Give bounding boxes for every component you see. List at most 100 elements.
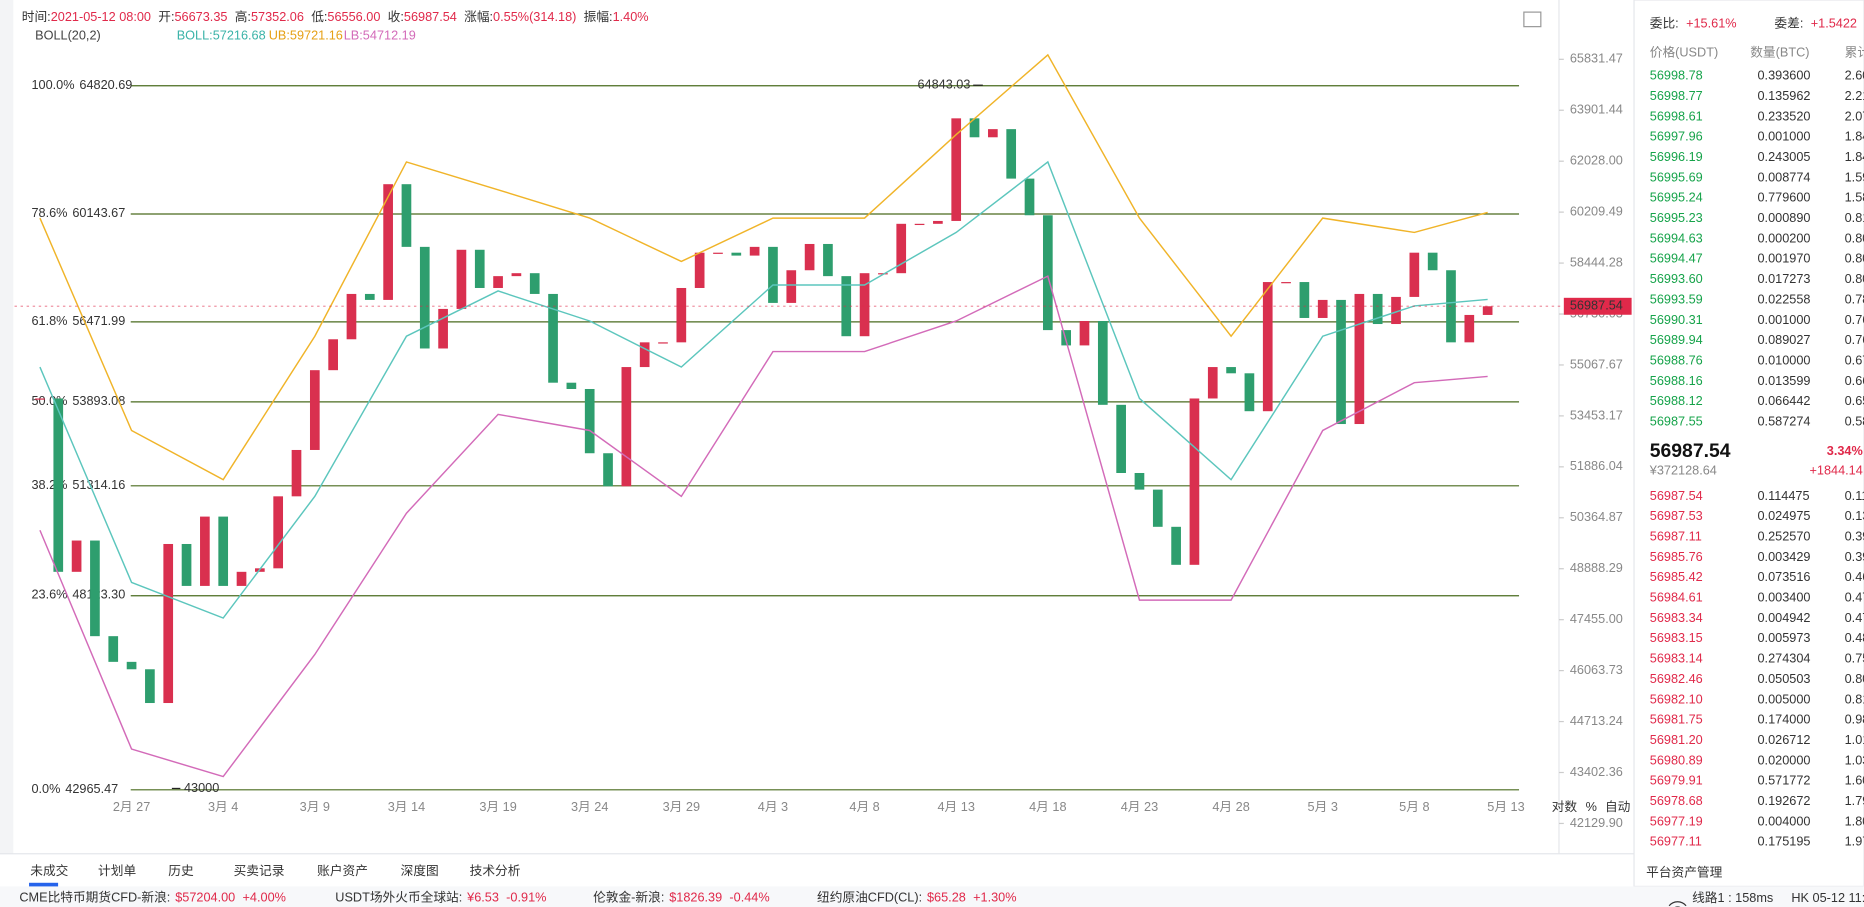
book-total: 1.60557 [1845, 773, 1864, 788]
change-amount: +1844.14 [1809, 462, 1862, 477]
book-qty: 0.393600 [1757, 68, 1810, 83]
book-total: 0.66731 [1845, 373, 1864, 388]
book-qty: 0.010000 [1757, 352, 1810, 367]
tab[interactable]: 深度图 [401, 863, 439, 878]
book-qty: 0.004942 [1757, 610, 1810, 625]
fib-pct: 61.8% [31, 313, 67, 328]
fullscreen-button[interactable] [1523, 11, 1542, 28]
wifi-icon [1668, 901, 1687, 907]
book-total: 0.80914 [1845, 251, 1864, 266]
candle [35, 398, 45, 400]
x-tick-label: 4月 8 [849, 799, 879, 814]
book-qty: 0.020000 [1757, 752, 1810, 767]
candle [1281, 282, 1291, 284]
axis-button[interactable]: % [1586, 799, 1597, 814]
diff-value: +1.5422 [1811, 16, 1857, 31]
y-tick-label: 63901.44 [1570, 102, 1623, 117]
header-value: 2021-05-12 08:00 [51, 10, 151, 25]
ticker-change: -0.44% [729, 890, 769, 905]
candle [309, 370, 320, 450]
candle [181, 543, 192, 586]
x-tick-label: 2月 27 [113, 799, 150, 814]
axis-button[interactable]: 对数 [1552, 799, 1578, 814]
ticker-price: $57204.00 [175, 890, 235, 905]
book-total: 0.67731 [1845, 352, 1864, 367]
candle [584, 388, 595, 454]
candle [438, 308, 448, 349]
candle [1391, 296, 1401, 325]
candle [456, 249, 467, 309]
x-tick-label: 4月 28 [1212, 799, 1249, 814]
fib-label: 38.2% 51314.16 [31, 477, 125, 492]
candle [658, 342, 668, 344]
header-value: 0.55%(314.18) [493, 10, 576, 25]
tab[interactable]: 买卖记录 [234, 863, 285, 878]
book-qty: 0.089027 [1757, 332, 1810, 347]
candle [1427, 252, 1438, 271]
candle [53, 398, 64, 572]
book-qty: 0.135962 [1757, 88, 1810, 103]
fib-price: 60143.67 [72, 205, 125, 220]
book-qty: 0.779600 [1757, 190, 1810, 205]
book-qty: 0.003429 [1757, 549, 1810, 564]
candle [1482, 306, 1493, 315]
candle [548, 293, 558, 383]
x-tick-label: 3月 24 [571, 799, 608, 814]
candle [1262, 282, 1273, 412]
col-header: 数量(BTC) [1750, 45, 1809, 60]
indicator-name: BOLL(20,2) [35, 28, 101, 43]
candle [1464, 314, 1475, 343]
book-price: 56981.75 [1650, 712, 1703, 727]
fib-label: 0.0% 42965.47 [31, 781, 118, 796]
y-tick-label: 48888.29 [1570, 560, 1623, 575]
candle [383, 184, 393, 300]
candle [1299, 282, 1310, 318]
asset-management[interactable]: 平台资产管理 [1646, 864, 1722, 879]
ticker-bar [0, 886, 1864, 907]
book-qty: 0.587274 [1757, 413, 1810, 428]
book-total: 0.78990 [1845, 291, 1864, 306]
book-total: 2.21209 [1845, 88, 1864, 103]
book-price: 56982.46 [1650, 671, 1703, 686]
tab[interactable]: 历史 [168, 863, 194, 878]
tab[interactable]: 未成交 [30, 863, 68, 878]
fib-price: 53893.08 [72, 393, 125, 408]
fib-price: 51314.16 [72, 477, 125, 492]
candle [163, 543, 174, 704]
book-price: 56995.23 [1650, 210, 1703, 225]
header-value: 57352.06 [251, 10, 304, 25]
candle [603, 453, 613, 487]
x-tick-label: 5月 8 [1399, 799, 1429, 814]
candle [1207, 367, 1218, 399]
candle [108, 636, 119, 662]
header-line: 时间:2021-05-12 08:00 开:56673.35 高:57352.06 低… [22, 10, 649, 25]
tab[interactable]: 账户资产 [317, 863, 368, 878]
candle [1372, 293, 1383, 325]
book-total: 0.47730 [1845, 610, 1864, 625]
book-qty: 0.252570 [1757, 529, 1810, 544]
fib-pct: 0.0% [31, 781, 60, 796]
candle [145, 669, 155, 704]
candle [273, 496, 284, 569]
book-qty: 0.233520 [1757, 108, 1810, 123]
y-tick-label: 58444.28 [1570, 254, 1623, 269]
candle [1061, 330, 1072, 346]
book-price: 56994.63 [1650, 230, 1703, 245]
book-price: 56977.11 [1650, 834, 1702, 849]
header-label: 时间: [22, 10, 51, 25]
x-tick-label: 3月 19 [479, 799, 516, 814]
boll-mid: BOLL:57216.68 [177, 28, 266, 43]
tab[interactable]: 计划单 [98, 863, 136, 878]
book-total: 0.13945 [1845, 508, 1864, 523]
orderbook-panel [1633, 0, 1864, 888]
candle [90, 540, 100, 637]
axis-button[interactable]: 自动 [1605, 799, 1630, 814]
candle [786, 270, 797, 303]
book-price: 56978.68 [1650, 793, 1703, 808]
candle [694, 252, 705, 288]
ticker-item: 伦敦金-新浪: $1826.39 -0.44% [593, 890, 770, 905]
y-tick-label: 43402.36 [1570, 764, 1623, 779]
tab[interactable]: 技术分析 [470, 863, 521, 878]
book-price: 56983.34 [1650, 610, 1703, 625]
